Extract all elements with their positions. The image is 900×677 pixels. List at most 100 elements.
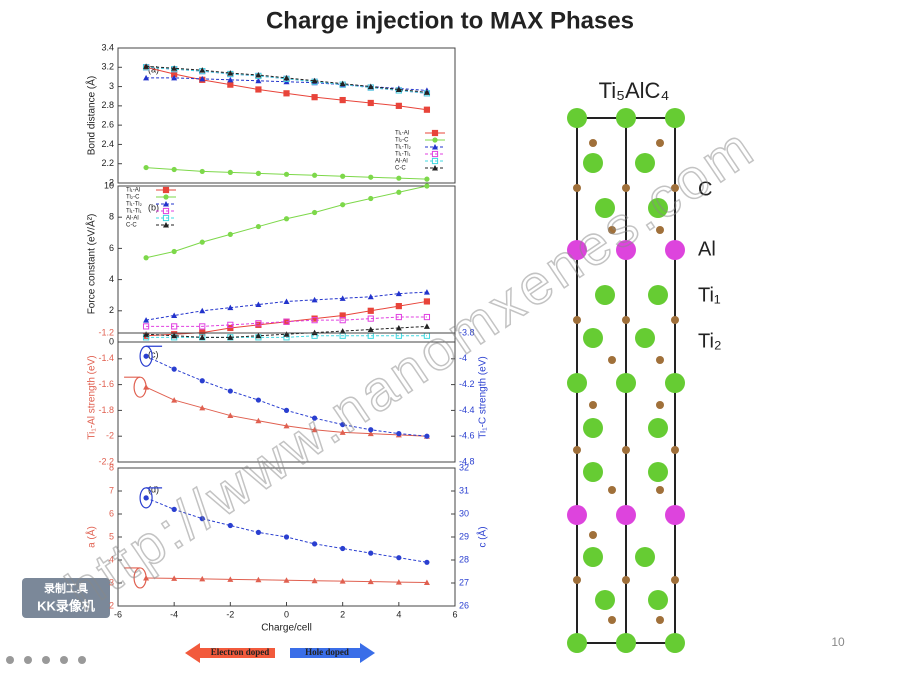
marker	[255, 77, 262, 84]
marker	[255, 417, 262, 424]
marker	[227, 388, 233, 394]
al-atom	[665, 240, 685, 260]
nav-icon[interactable]	[24, 656, 32, 664]
marker	[339, 80, 346, 87]
y-axis-label: Bond distance (Å)	[85, 76, 98, 156]
nav-icon[interactable]	[6, 656, 14, 664]
marker	[199, 67, 206, 73]
y-tick-label: -2.2	[98, 456, 114, 466]
marker	[227, 76, 234, 83]
marker	[143, 63, 150, 69]
marker	[339, 295, 346, 301]
marker	[199, 516, 205, 522]
marker	[171, 248, 177, 255]
marker	[199, 334, 206, 340]
marker	[283, 534, 290, 540]
marker	[423, 289, 430, 295]
axis-indicator	[133, 376, 147, 398]
marker	[395, 102, 402, 109]
nav-icon[interactable]	[78, 656, 86, 664]
y2-tick-label: -4	[459, 353, 467, 363]
slide-title: Charge injection to MAX Phases	[266, 7, 634, 34]
marker	[311, 296, 318, 303]
x-tick-label: -2	[226, 609, 234, 619]
y-axis-label: Force constant (eV/Å²)	[85, 214, 98, 315]
marker	[199, 168, 205, 175]
marker	[255, 332, 262, 339]
marker	[368, 195, 374, 202]
y2-axis-label: Ti₁-C strength (eV)	[478, 356, 489, 438]
y-tick-label: 6	[109, 508, 114, 518]
formula: Ti₅AlC₄	[599, 78, 670, 103]
marker	[227, 324, 234, 332]
c-atom	[656, 356, 664, 364]
marker	[311, 426, 318, 433]
marker	[424, 183, 430, 189]
marker	[227, 231, 233, 237]
ti-atom	[583, 418, 603, 438]
c-atom	[573, 576, 581, 584]
marker	[143, 74, 150, 81]
marker	[431, 129, 439, 137]
ti-atom	[583, 328, 603, 348]
marker	[171, 312, 178, 318]
y2-tick-label: 30	[459, 508, 469, 518]
nav-icon[interactable]	[42, 656, 50, 664]
legend-label: Al-Al	[126, 216, 139, 222]
marker	[142, 323, 150, 330]
marker	[163, 194, 169, 200]
marker	[311, 172, 318, 178]
marker	[143, 353, 149, 359]
marker	[283, 90, 290, 97]
y-tick-label: -1.2	[98, 327, 114, 337]
arrow-label: Electron doped	[211, 647, 270, 657]
marker	[227, 321, 234, 328]
y2-tick-label: 31	[459, 485, 469, 495]
marker	[311, 541, 318, 547]
series-line	[145, 185, 428, 259]
nav-icon[interactable]	[60, 656, 68, 664]
al-atom	[665, 505, 685, 525]
plot-frame	[117, 332, 456, 463]
nav-icons[interactable]	[6, 656, 86, 664]
marker	[227, 576, 234, 582]
marker	[171, 332, 178, 339]
y-tick-label: -2	[106, 431, 114, 441]
legend-label: Ti₁-Al	[126, 188, 140, 194]
marker	[339, 429, 346, 435]
marker	[311, 209, 318, 216]
ti-atom	[665, 108, 685, 128]
marker	[162, 214, 170, 222]
y2-tick-label: 26	[459, 600, 469, 610]
x-tick-label: 6	[452, 609, 457, 619]
c-atom	[656, 486, 664, 494]
ti-atom	[616, 373, 636, 393]
marker	[162, 207, 170, 215]
ti-atom	[583, 462, 603, 482]
marker	[199, 378, 205, 384]
marker	[431, 150, 439, 158]
y2-tick-label: -3.8	[459, 327, 475, 337]
marker	[367, 307, 374, 314]
marker	[227, 334, 234, 340]
ti-atom	[648, 418, 668, 438]
c-atom	[671, 446, 679, 454]
ti-atom	[595, 590, 615, 610]
c-atom	[608, 486, 616, 494]
y-axis-label: Ti₁-Al strength (eV)	[87, 355, 98, 439]
ti-atom	[616, 633, 636, 653]
c-atom	[589, 139, 597, 147]
ti-atom	[648, 198, 668, 218]
marker	[340, 421, 346, 428]
marker	[199, 323, 206, 330]
legend-label: Ti₁-Ti₂	[395, 145, 412, 151]
marker	[255, 72, 262, 78]
recorder-text: 录制工具	[44, 581, 88, 595]
marker	[340, 202, 346, 208]
marker	[367, 578, 374, 585]
marker	[311, 577, 318, 584]
series-line	[146, 335, 427, 338]
c-atom	[656, 139, 664, 147]
marker	[227, 412, 234, 419]
